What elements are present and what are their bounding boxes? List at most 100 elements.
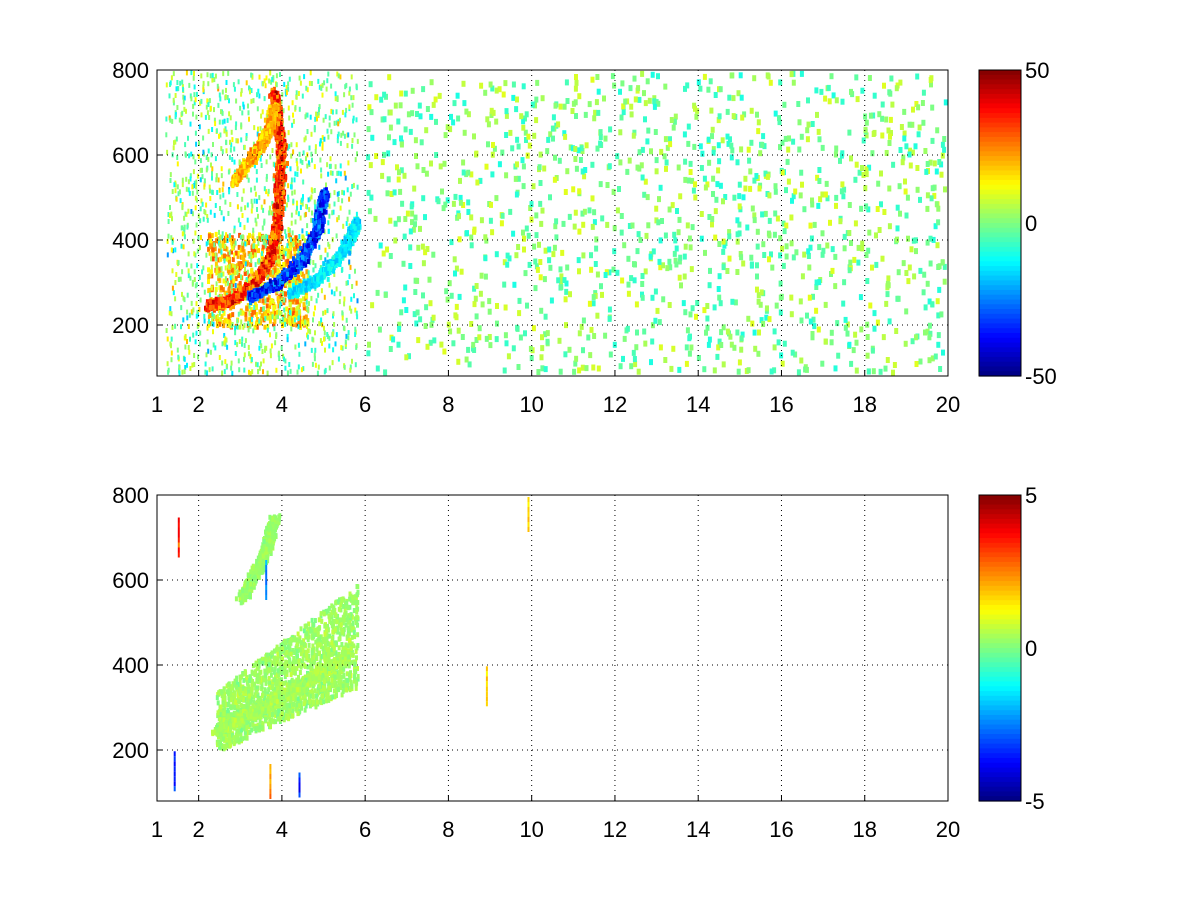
heatmap-cell bbox=[273, 326, 276, 332]
heatmap-cell bbox=[211, 166, 214, 172]
heatmap-cell bbox=[176, 155, 179, 160]
heatmap-cell bbox=[285, 90, 288, 96]
heatmap-cell bbox=[277, 224, 281, 230]
heatmap-cell bbox=[269, 314, 272, 320]
heatmap-cell bbox=[343, 364, 346, 370]
heatmap-cell bbox=[220, 272, 223, 278]
heatmap-cell bbox=[232, 82, 235, 88]
heatmap-cell bbox=[243, 295, 247, 301]
heatmap-cell bbox=[187, 324, 190, 329]
heatmap-cell bbox=[206, 98, 209, 104]
heatmap-cell bbox=[274, 235, 278, 241]
heatmap-cell bbox=[262, 264, 266, 270]
heatmap-cell bbox=[306, 87, 309, 93]
heatmap-cell bbox=[314, 263, 317, 269]
heatmap-cell bbox=[291, 100, 294, 106]
heatmap-cell bbox=[355, 310, 358, 316]
heatmap-cell bbox=[165, 82, 168, 88]
heatmap-cell bbox=[301, 234, 305, 240]
heatmap-cell bbox=[298, 319, 302, 325]
heatmap-cell bbox=[282, 300, 286, 306]
heatmap-cell bbox=[254, 281, 258, 287]
heatmap-cell bbox=[222, 278, 226, 284]
heatmap-cell bbox=[285, 306, 289, 312]
heatmap-cell bbox=[261, 244, 265, 250]
heatmap-cell bbox=[252, 238, 256, 244]
heatmap-cell bbox=[177, 86, 180, 91]
heatmap-cell bbox=[252, 292, 256, 298]
heatmap-cell bbox=[297, 91, 300, 96]
heatmap-cell bbox=[191, 362, 194, 368]
heatmap-cell bbox=[171, 216, 173, 222]
heatmap-cell bbox=[180, 305, 183, 311]
heatmap-cell bbox=[177, 191, 180, 197]
heatmap-cell bbox=[345, 221, 348, 226]
heatmap-cell bbox=[203, 289, 206, 295]
heatmap-cell bbox=[204, 369, 207, 375]
heatmap-cell bbox=[187, 268, 190, 274]
heatmap-cell bbox=[293, 317, 296, 323]
heatmap-cell bbox=[261, 248, 265, 254]
heatmap-cell bbox=[261, 109, 264, 115]
heatmap-cell bbox=[232, 288, 236, 294]
heatmap-cell bbox=[208, 250, 211, 256]
heatmap-cell bbox=[227, 319, 231, 325]
heatmap-cell bbox=[241, 240, 244, 246]
heatmap-cell bbox=[255, 221, 258, 227]
heatmap-cell bbox=[185, 186, 188, 192]
heatmap-cell bbox=[202, 87, 205, 93]
heatmap-cell bbox=[221, 370, 224, 376]
heatmap-cell bbox=[277, 309, 280, 315]
heatmap-cell bbox=[217, 308, 221, 313]
heatmap-cell bbox=[279, 278, 283, 284]
heatmap-cell bbox=[302, 321, 305, 327]
heatmap-cell bbox=[260, 343, 263, 349]
heatmap-cell bbox=[247, 177, 250, 183]
heatmap-cell bbox=[236, 318, 239, 324]
heatmap-cell bbox=[268, 278, 272, 284]
heatmap-cell bbox=[310, 194, 313, 200]
heatmap-cell bbox=[306, 305, 309, 311]
heatmap-cell bbox=[309, 196, 312, 202]
heatmap-cell bbox=[259, 156, 262, 162]
heatmap-cell bbox=[169, 178, 172, 183]
heatmap-cell bbox=[279, 168, 283, 174]
heatmap-cell bbox=[250, 357, 253, 362]
heatmap-cell bbox=[262, 256, 266, 262]
heatmap-cell bbox=[289, 166, 292, 172]
heatmap-cell bbox=[280, 156, 284, 162]
heatmap-cell bbox=[187, 179, 190, 185]
heatmap-cell bbox=[220, 285, 223, 291]
heatmap-cell bbox=[323, 336, 325, 342]
heatmap-cell bbox=[255, 324, 259, 330]
heatmap-cell bbox=[227, 211, 230, 216]
heatmap-cell bbox=[304, 135, 307, 141]
heatmap-cell bbox=[247, 321, 250, 327]
heatmap-cell bbox=[273, 131, 277, 137]
heatmap-cell bbox=[170, 350, 173, 356]
heatmap-cell bbox=[319, 138, 322, 144]
heatmap-cell bbox=[213, 117, 216, 123]
heatmap-cell bbox=[196, 263, 199, 269]
heatmap-cell bbox=[214, 231, 218, 237]
heatmap-cell bbox=[328, 282, 331, 288]
heatmap-cell bbox=[297, 364, 300, 370]
heatmap-cell bbox=[239, 261, 243, 267]
heatmap-cell bbox=[328, 163, 331, 169]
heatmap-cell bbox=[165, 328, 168, 333]
heatmap-cell bbox=[242, 286, 246, 292]
heatmap-cell bbox=[331, 331, 334, 337]
heatmap-cell bbox=[314, 347, 317, 353]
heatmap-cell bbox=[308, 301, 310, 307]
heatmap-cell bbox=[292, 198, 295, 204]
heatmap-cell bbox=[342, 130, 345, 136]
heatmap-cell bbox=[276, 130, 280, 135]
heatmap-cell bbox=[241, 341, 243, 347]
heatmap-cell bbox=[234, 265, 237, 271]
heatmap-cell bbox=[196, 292, 199, 298]
heatmap-cell bbox=[217, 300, 221, 306]
heatmap-cell bbox=[217, 321, 221, 327]
heatmap-cell bbox=[334, 164, 337, 170]
heatmap-cell bbox=[251, 369, 254, 375]
heatmap-cell bbox=[351, 358, 353, 364]
